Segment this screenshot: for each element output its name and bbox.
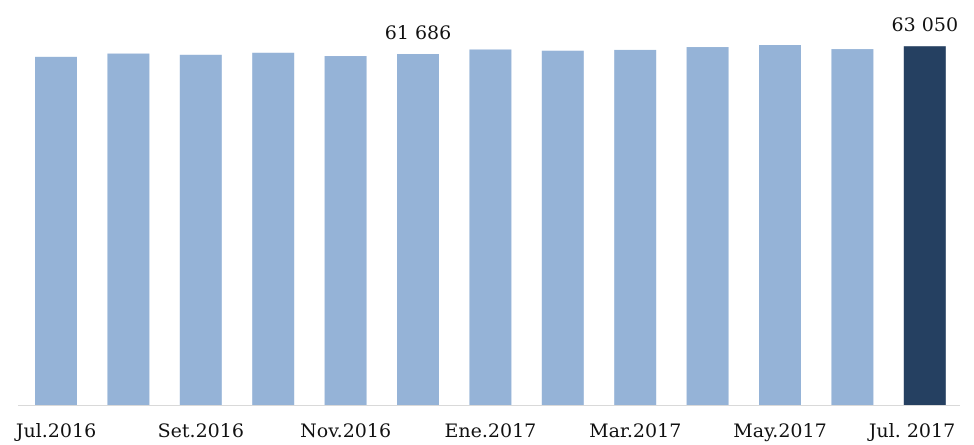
value-label: 63 050 (892, 14, 958, 36)
bar (541, 50, 584, 406)
bar (759, 45, 801, 405)
bar (35, 56, 77, 405)
bar (107, 53, 150, 406)
x-tick-label: Set.2016 (158, 420, 244, 442)
value-label: 61 686 (385, 22, 451, 44)
x-tick-label: Nov.2016 (300, 420, 391, 442)
bar (831, 49, 874, 405)
bar (614, 49, 657, 406)
x-tick-label: Mar.2017 (589, 420, 681, 442)
x-tick-label: May.2017 (733, 420, 826, 442)
bar (469, 49, 512, 405)
bar (686, 47, 729, 405)
bar (179, 54, 222, 405)
bar (397, 53, 439, 406)
bar (324, 56, 367, 406)
bar (903, 46, 946, 406)
x-tick-label: Jul. 2017 (867, 420, 955, 442)
x-tick-label: Ene.2017 (445, 420, 537, 442)
x-tick-label: Jul.2016 (14, 420, 96, 442)
bar (252, 52, 295, 406)
